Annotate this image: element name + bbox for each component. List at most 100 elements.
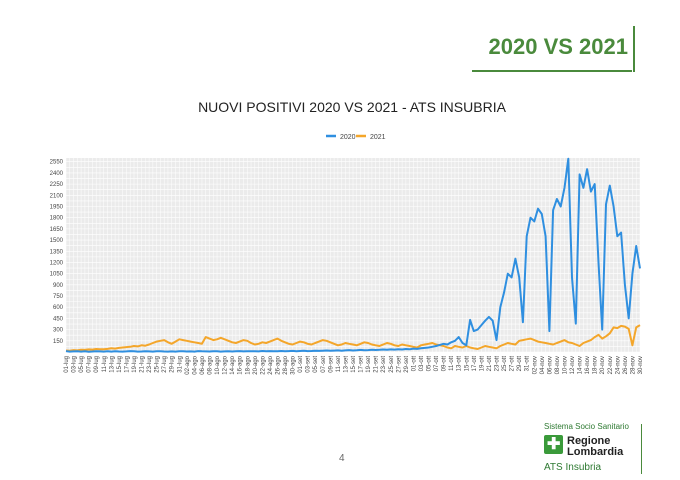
x-tick-label: 19-ott — [479, 356, 485, 372]
x-tick-label: 23-ott — [495, 356, 501, 372]
logo-line1: Regione — [567, 435, 611, 447]
x-tick-label: 05-set — [313, 356, 319, 373]
x-tick-label: 07-ott — [434, 356, 440, 372]
x-tick-label: 07-set — [321, 356, 327, 373]
chart: NUOVI POSITIVI 2020 VS 2021 - ATS INSUBR… — [50, 99, 644, 375]
y-tick-label: 1650 — [50, 227, 64, 233]
x-tick-label: 22-ago — [260, 355, 266, 374]
chart-legend: 2020 2021 — [326, 134, 386, 141]
series-line-2020 — [65, 157, 641, 353]
y-tick-label: 1500 — [50, 238, 64, 244]
y-tick-label: 150 — [53, 339, 64, 345]
x-tick-label: 09-ott — [442, 356, 448, 372]
x-tick-label: 29-lug — [170, 356, 176, 373]
x-tick-label: 23-set — [381, 356, 387, 373]
x-tick-label: 13-lug — [109, 356, 115, 373]
x-tick-label: 03-set — [306, 356, 312, 373]
x-tick-label: 15-set — [351, 356, 357, 373]
x-tick-label: 26-ago — [275, 355, 281, 374]
y-tick-label: 1050 — [50, 272, 64, 278]
x-tick-label: 13-set — [343, 356, 349, 373]
x-tick-label: 21-lug — [140, 356, 146, 373]
x-tick-label: 09-lug — [94, 356, 100, 373]
x-tick-label: 12-nov — [570, 356, 576, 374]
y-tick-label: 300 — [53, 328, 64, 334]
x-tick-label: 11-lug — [102, 356, 108, 372]
x-tick-label: 11-ott — [449, 356, 455, 371]
x-tick-label: 23-lug — [147, 356, 153, 373]
y-tick-label: 1200 — [50, 260, 64, 266]
x-tick-label: 10-nov — [562, 356, 568, 374]
y-tick-label: 450 — [53, 316, 64, 322]
x-tick-label: 29-set — [404, 356, 410, 373]
x-tick-label: 29-ott — [517, 356, 523, 372]
x-tick-label: 18-ago — [245, 355, 251, 374]
x-tick-label: 06-nov — [547, 356, 553, 374]
y-tick-label: 2250 — [50, 182, 64, 188]
x-tick-label: 03-ott — [419, 356, 425, 372]
x-tick-label: 01-set — [298, 356, 304, 373]
x-tick-label: 18-nov — [593, 356, 599, 374]
cross-logo-icon: ✚ — [544, 435, 563, 454]
x-tick-label: 15-ott — [464, 356, 470, 372]
x-tick-label: 14-ago — [230, 355, 236, 374]
plot-area: 150 300 450 600 750 900 1050 1200 1350 1500 1650 18… — [50, 157, 644, 375]
y-tick-label: 1350 — [50, 249, 64, 255]
y-tick-label: 600 — [53, 305, 64, 311]
y-tick-label: 2550 — [50, 160, 64, 166]
x-tick-label: 24-ago — [268, 355, 274, 374]
x-tick-label: 28-ago — [283, 355, 289, 374]
x-tick-label: 04-ago — [192, 355, 198, 374]
x-tick-label: 01-ott — [411, 356, 417, 372]
x-tick-label: 21-set — [374, 356, 380, 373]
x-tick-label: 15-lug — [117, 356, 123, 373]
x-tick-label: 17-ott — [472, 356, 478, 372]
x-tick-label: 20-nov — [600, 356, 606, 374]
x-tick-label: 10-ago — [215, 355, 221, 374]
x-tick-label: 20-ago — [253, 355, 259, 374]
x-tick-label: 19-set — [366, 356, 372, 373]
x-tick-label: 31-lug — [177, 356, 183, 373]
x-tick-label: 28-nov — [630, 356, 636, 374]
x-tick-label: 17-set — [359, 356, 365, 373]
x-tick-label: 21-ott — [487, 356, 493, 372]
slide-title: 2020 VS 2021 — [488, 34, 628, 59]
x-tick-label: 16-nov — [585, 356, 591, 374]
chart-title: NUOVI POSITIVI 2020 VS 2021 - ATS INSUBR… — [198, 99, 507, 115]
y-tick-label: 2400 — [50, 171, 64, 177]
x-tick-label: 25-lug — [155, 356, 161, 373]
x-tick-label: 27-ott — [510, 356, 516, 372]
series-line-2021 — [65, 324, 641, 352]
x-tick-label: 05-ott — [427, 356, 433, 372]
x-tick-label: 06-ago — [200, 355, 206, 374]
x-tick-label: 19-lug — [132, 356, 138, 373]
legend-label-2020: 2020 — [340, 134, 356, 141]
title-underline — [472, 70, 632, 72]
x-tick-label: 22-nov — [608, 356, 614, 374]
x-tick-label: 07-lug — [87, 356, 93, 373]
logo-side-rule — [641, 424, 642, 474]
x-tick-label: 25-set — [389, 356, 395, 373]
title-side-rule — [633, 26, 635, 72]
y-tick-label: 900 — [53, 283, 64, 289]
x-tick-label: 02-nov — [532, 356, 538, 374]
ats-insubria-logo: Sistema Socio Sanitario ✚ Regione Lombar… — [536, 422, 646, 480]
y-tick-label: 1950 — [50, 205, 64, 211]
x-tick-label: 08-nov — [555, 356, 561, 374]
x-tick-label: 01-lug — [64, 356, 70, 373]
x-tick-label: 02-ago — [185, 355, 191, 374]
x-tick-label: 14-nov — [578, 356, 584, 374]
x-tick-label: 11-set — [336, 356, 342, 373]
legend-label-2021: 2021 — [370, 134, 386, 141]
x-tick-label: 26-nov — [623, 356, 629, 374]
x-tick-label: 05-lug — [79, 356, 85, 373]
x-tick-label: 12-ago — [223, 355, 229, 374]
page-number: 4 — [339, 453, 345, 464]
x-tick-label: 17-lug — [124, 356, 130, 373]
logo-line2: Lombardia — [567, 446, 624, 458]
y-tick-label: 750 — [53, 294, 64, 300]
x-tick-label: 13-ott — [457, 356, 463, 372]
x-tick-label: 16-ago — [238, 355, 244, 374]
x-tick-label: 08-ago — [208, 355, 214, 374]
logo-bottom-text: ATS Insubria — [544, 462, 602, 473]
